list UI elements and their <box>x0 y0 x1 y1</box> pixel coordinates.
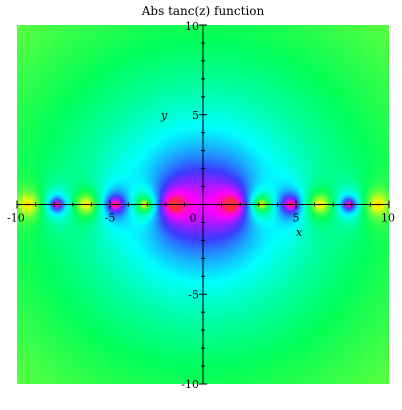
tick-labels: -10 -5 0 5 10 -10 -5 5 10 <box>7 20 395 391</box>
y-tick-label: -10 <box>181 378 199 391</box>
x-tick-label: -10 <box>7 212 25 225</box>
x-tick-label: 0 <box>190 212 197 225</box>
x-tick-label: -5 <box>105 212 116 225</box>
axes <box>16 24 390 385</box>
x-tick-label: 5 <box>293 212 300 225</box>
chart-title: Abs tanc(z) function <box>141 4 265 18</box>
y-tick-label: 10 <box>185 20 199 33</box>
y-axis-label: y <box>160 109 168 122</box>
x-tick-label: 10 <box>381 212 395 225</box>
x-axis-label: x <box>296 226 303 239</box>
y-tick-label: -5 <box>188 288 199 301</box>
y-tick-label: 5 <box>192 109 199 122</box>
